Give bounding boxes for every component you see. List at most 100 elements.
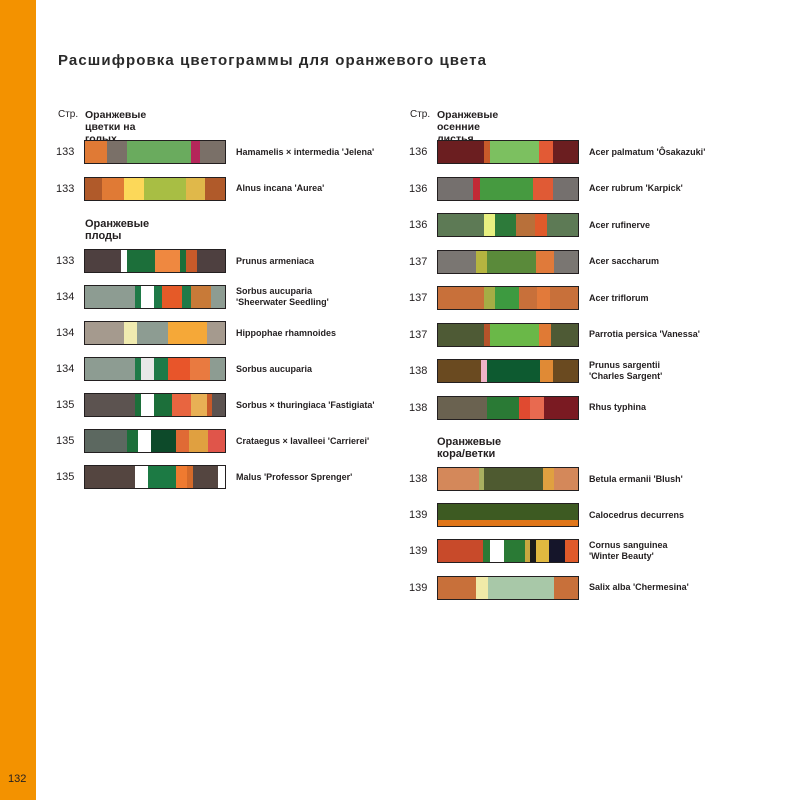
color-segment (486, 360, 497, 382)
color-strip (437, 286, 579, 310)
color-segment (188, 430, 209, 452)
color-segment (85, 177, 102, 200)
color-strip (84, 393, 226, 417)
color-segment (486, 250, 536, 273)
page-column-label: Стр. (410, 109, 431, 120)
color-segment (167, 322, 207, 344)
color-segment (538, 141, 553, 163)
color-segment (473, 177, 480, 200)
color-strip (437, 503, 579, 528)
plant-name: Acer rufinerve (589, 213, 789, 237)
color-strip (84, 465, 226, 489)
row-page-number: 136 (409, 146, 428, 158)
color-segment (487, 396, 520, 419)
color-strip (84, 357, 226, 381)
row-page-number: 134 (56, 363, 75, 375)
color-segment (189, 358, 210, 380)
color-segment (135, 394, 141, 416)
color-segment (153, 286, 162, 308)
color-segment (480, 177, 534, 200)
color-segment (503, 540, 525, 563)
plant-name: Sorbus aucuparia (236, 357, 436, 381)
color-strip (84, 321, 226, 345)
color-segment (544, 396, 578, 419)
color-segment (171, 394, 192, 416)
color-segment (196, 250, 225, 272)
color-segment (547, 214, 578, 236)
row-page-number: 135 (56, 471, 75, 483)
color-segment (530, 540, 536, 563)
color-segment (206, 322, 225, 344)
color-segment (484, 323, 490, 346)
plant-name-line1: Sorbus × thuringiaca 'Fastigiata' (236, 399, 375, 410)
row-page-number: 139 (409, 581, 428, 594)
color-segment (143, 177, 186, 200)
color-segment (533, 177, 553, 200)
plant-name-line1: Hamamelis × intermedia 'Jelena' (236, 146, 375, 157)
plant-name-line1: Crataegus × lavalleei 'Carrierei' (236, 435, 370, 446)
plant-name-line2: 'Sheerwater Seedling' (236, 297, 329, 307)
color-strip (84, 249, 226, 273)
plant-name-line1: Prunus sargentii (589, 360, 661, 370)
color-segment (554, 250, 578, 273)
color-segment (552, 360, 578, 382)
plant-name: Prunus armeniaca (236, 249, 436, 273)
plant-name-line1: Hippophae rhamnoides (236, 327, 337, 338)
plant-name: Sorbus aucuparia 'Sheerwater Seedling' (236, 285, 436, 309)
color-segment (85, 394, 136, 416)
plant-name-line1: Rhus typhina (589, 402, 647, 412)
plant-name: Alnus incana 'Aurea' (236, 177, 436, 201)
row-page-number: 138 (409, 401, 428, 414)
color-segment (534, 214, 548, 236)
color-strip (437, 140, 579, 164)
color-segment (206, 394, 213, 416)
color-segment (85, 466, 136, 488)
plant-name-line1: Alnus incana 'Aurea' (236, 183, 325, 193)
color-segment (85, 430, 127, 452)
page-number: 132 (8, 773, 27, 785)
color-segment (135, 286, 141, 308)
color-segment (127, 430, 139, 452)
color-segment (153, 394, 172, 416)
plant-name: Prunus sargentii 'Charles Sargent' (589, 359, 789, 383)
plant-name: Crataegus × lavalleei 'Carrierei' (236, 429, 436, 453)
color-segment (180, 250, 186, 272)
color-segment (524, 540, 531, 563)
color-segment (140, 286, 154, 308)
row-page-number: 137 (409, 328, 428, 341)
color-segment (552, 177, 578, 200)
color-strip (437, 249, 579, 274)
row-page-number: 133 (56, 255, 75, 267)
color-segment (495, 214, 517, 236)
plant-name-line1: Betula ermanii 'Blush' (589, 473, 683, 484)
color-strip (84, 285, 226, 309)
color-segment (124, 177, 144, 200)
color-segment (548, 540, 566, 563)
color-segment (212, 394, 225, 416)
color-segment (85, 358, 136, 380)
color-segment (438, 468, 479, 490)
color-segment (140, 394, 154, 416)
color-strip (437, 359, 579, 383)
color-segment (138, 430, 151, 452)
color-segment (438, 177, 473, 200)
color-segment (438, 323, 485, 346)
plant-name-line1: Prunus armeniaca (236, 255, 315, 266)
color-segment (161, 286, 182, 308)
color-segment (438, 360, 482, 382)
color-segment (516, 214, 535, 236)
color-segment (208, 430, 225, 452)
plant-name: Betula ermanii 'Blush' (589, 467, 789, 491)
plant-name: Malus 'Professor Sprenger' (236, 465, 436, 489)
color-segment (147, 466, 176, 488)
color-segment (200, 141, 225, 163)
color-segment (85, 286, 136, 308)
plant-name: Hippophae rhamnoides (236, 321, 436, 345)
color-segment (187, 466, 193, 488)
plant-name-line2: 'Winter Beauty' (589, 551, 654, 562)
row-page-number: 133 (56, 146, 75, 158)
color-segment (484, 287, 496, 309)
plant-name: Acer saccharum (589, 250, 789, 274)
color-segment (482, 540, 490, 563)
plant-name: Salix alba 'Chermesina' (589, 576, 789, 600)
